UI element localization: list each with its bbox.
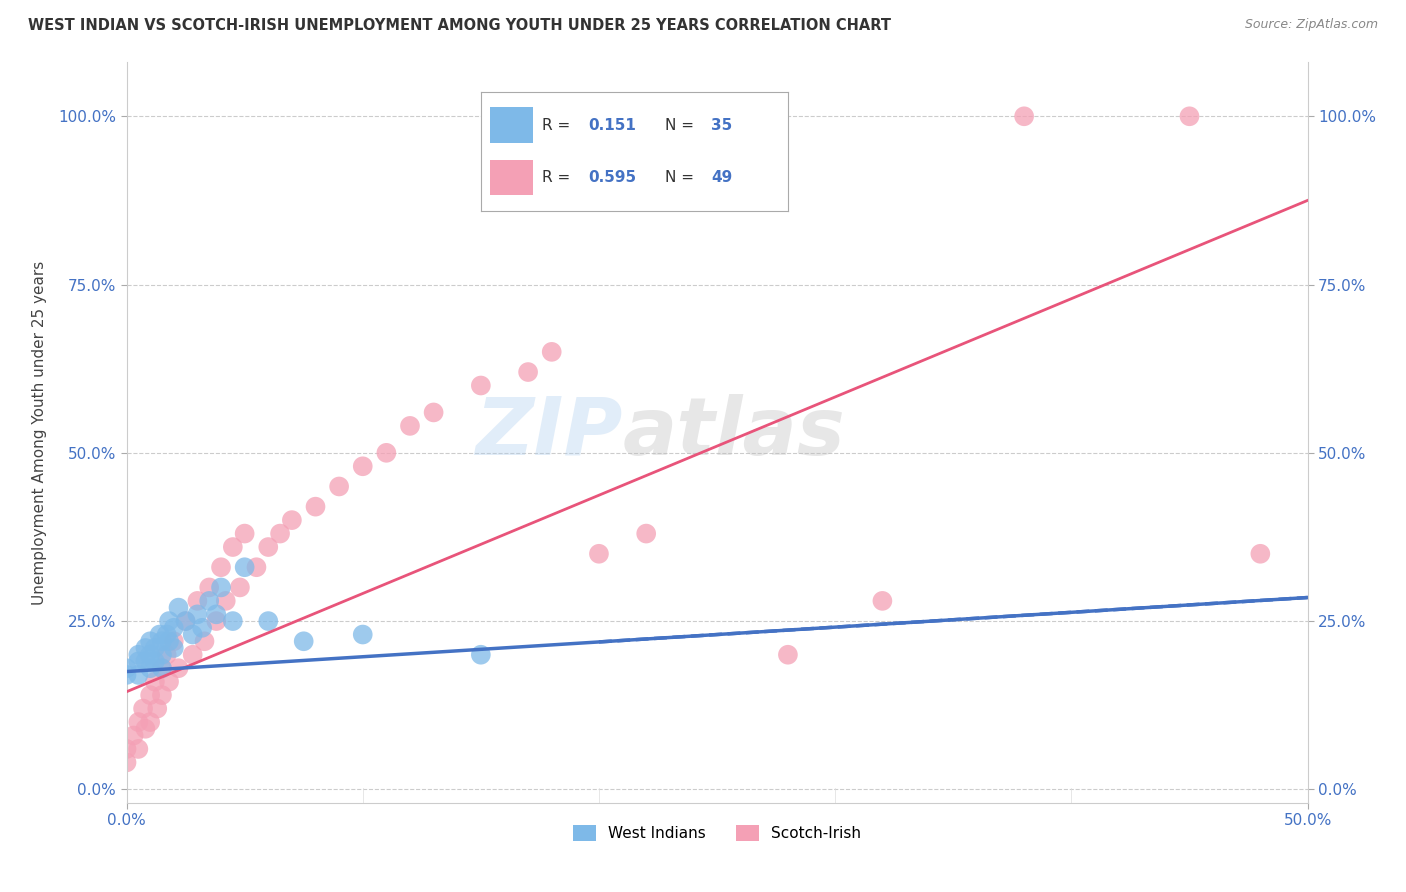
Point — [139, 634, 162, 648]
Point — [139, 688, 162, 702]
Point — [706, 163, 728, 178]
Point — [127, 655, 149, 669]
Point — [229, 581, 252, 595]
Point — [181, 627, 204, 641]
Point — [1249, 547, 1271, 561]
Point — [257, 614, 280, 628]
Point — [150, 648, 173, 662]
Legend: West Indians, Scotch-Irish: West Indians, Scotch-Irish — [567, 819, 868, 847]
Point — [139, 661, 162, 675]
Point — [222, 614, 245, 628]
Point — [167, 661, 190, 675]
Point — [134, 640, 156, 655]
Y-axis label: Unemployment Among Youth under 25 years: Unemployment Among Youth under 25 years — [32, 260, 46, 605]
Point — [127, 742, 149, 756]
Point — [143, 655, 166, 669]
Point — [1178, 109, 1201, 123]
Point — [215, 594, 238, 608]
Point — [115, 661, 138, 675]
Point — [115, 742, 138, 756]
Point — [352, 459, 374, 474]
Point — [872, 594, 894, 608]
Point — [156, 627, 179, 641]
Point — [157, 614, 180, 628]
Point — [304, 500, 326, 514]
Point — [127, 668, 149, 682]
Point — [157, 634, 180, 648]
Point — [181, 648, 204, 662]
Point — [540, 344, 562, 359]
Point — [150, 688, 173, 702]
Point — [1012, 109, 1035, 123]
Point — [269, 526, 291, 541]
Point — [146, 701, 169, 715]
Point — [588, 547, 610, 561]
Point — [139, 648, 162, 662]
Point — [422, 405, 444, 419]
Point — [163, 621, 186, 635]
Point — [198, 581, 221, 595]
Point — [143, 674, 166, 689]
Point — [174, 614, 197, 628]
Point — [132, 701, 155, 715]
Point — [139, 714, 162, 729]
Text: Source: ZipAtlas.com: Source: ZipAtlas.com — [1244, 18, 1378, 31]
Point — [163, 640, 186, 655]
Point — [186, 607, 208, 622]
Point — [127, 714, 149, 729]
Point — [174, 614, 197, 628]
Point — [167, 600, 190, 615]
Point — [328, 479, 350, 493]
Point — [209, 560, 232, 574]
Point — [134, 722, 156, 736]
Point — [149, 627, 172, 641]
Point — [150, 634, 173, 648]
Point — [115, 668, 138, 682]
Point — [205, 607, 228, 622]
Point — [191, 621, 214, 635]
Point — [517, 365, 540, 379]
Text: WEST INDIAN VS SCOTCH-IRISH UNEMPLOYMENT AMONG YOUTH UNDER 25 YEARS CORRELATION : WEST INDIAN VS SCOTCH-IRISH UNEMPLOYMENT… — [28, 18, 891, 33]
Point — [127, 648, 149, 662]
Point — [233, 526, 256, 541]
Point — [193, 634, 215, 648]
Point — [636, 526, 658, 541]
Point — [292, 634, 315, 648]
Point — [209, 581, 232, 595]
Point — [186, 594, 208, 608]
Point — [245, 560, 267, 574]
Point — [352, 627, 374, 641]
Point — [281, 513, 304, 527]
Point — [156, 648, 179, 662]
Point — [134, 655, 156, 669]
Point — [222, 540, 245, 554]
Text: atlas: atlas — [623, 393, 845, 472]
Point — [470, 378, 492, 392]
Point — [257, 540, 280, 554]
Point — [157, 674, 180, 689]
Point — [115, 756, 138, 770]
Point — [198, 594, 221, 608]
Point — [470, 648, 492, 662]
Point — [150, 661, 173, 675]
Point — [150, 661, 173, 675]
Point — [143, 640, 166, 655]
Point — [776, 648, 799, 662]
Point — [399, 418, 422, 433]
Text: ZIP: ZIP — [475, 393, 623, 472]
Point — [163, 634, 186, 648]
Point — [375, 446, 398, 460]
Point — [233, 560, 256, 574]
Point — [122, 729, 145, 743]
Point — [205, 614, 228, 628]
